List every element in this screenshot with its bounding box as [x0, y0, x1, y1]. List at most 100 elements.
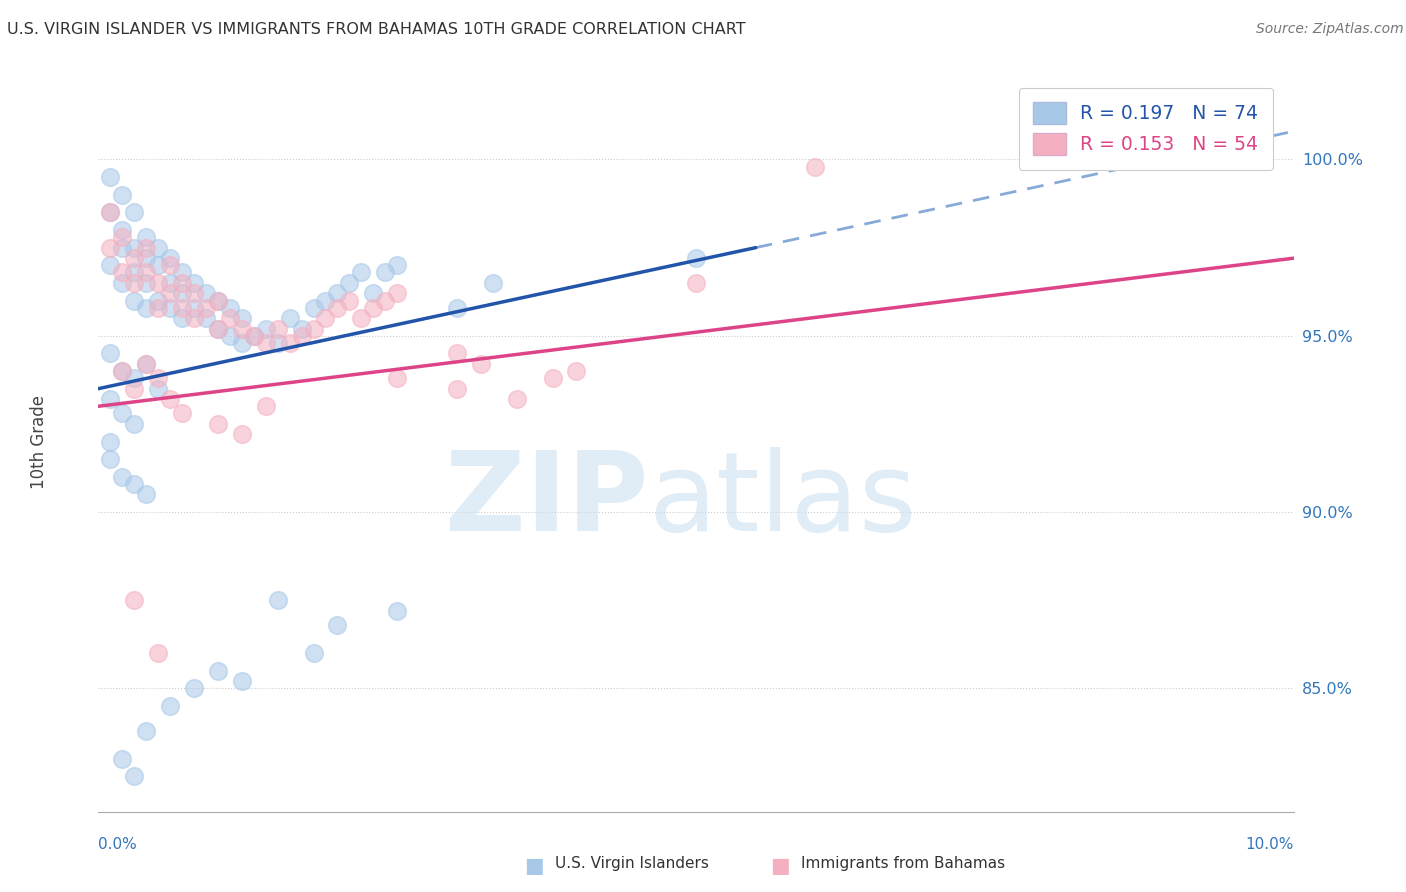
Point [111, 223, 134, 237]
Point [207, 664, 229, 678]
Point [148, 258, 170, 272]
Point [172, 311, 194, 326]
Legend: R = 0.197   N = 74, R = 0.153   N = 54: R = 0.197 N = 74, R = 0.153 N = 54 [1019, 87, 1272, 169]
Point [183, 311, 205, 326]
Text: Source: ZipAtlas.com: Source: ZipAtlas.com [1256, 22, 1403, 37]
Point [124, 265, 146, 279]
Point [446, 301, 468, 315]
Point [267, 335, 290, 350]
Point [159, 392, 181, 407]
Point [350, 265, 373, 279]
Point [254, 322, 277, 336]
Point [159, 286, 181, 301]
Point [100, 205, 122, 219]
Point [195, 286, 218, 301]
Point [326, 301, 349, 315]
Point [385, 604, 409, 618]
Point [135, 487, 157, 501]
Text: Immigrants from Bahamas: Immigrants from Bahamas [801, 856, 1005, 871]
Point [100, 258, 122, 272]
Point [135, 357, 157, 371]
Point [326, 286, 349, 301]
Point [124, 371, 146, 385]
Text: ■: ■ [524, 856, 544, 876]
Point [183, 681, 205, 696]
Point [148, 241, 170, 255]
Point [111, 241, 134, 255]
Point [195, 301, 218, 315]
Point [100, 392, 122, 407]
Point [135, 723, 157, 738]
Point [124, 417, 146, 431]
Point [302, 322, 325, 336]
Point [278, 311, 301, 326]
Point [100, 205, 122, 219]
Point [207, 322, 229, 336]
Point [148, 276, 170, 290]
Point [231, 322, 253, 336]
Point [135, 241, 157, 255]
Point [124, 241, 146, 255]
Point [219, 328, 242, 343]
Point [243, 328, 266, 343]
Point [100, 170, 122, 185]
Point [267, 322, 290, 336]
Point [350, 311, 373, 326]
Point [541, 371, 564, 385]
Text: 10th Grade: 10th Grade [30, 394, 48, 489]
Point [291, 328, 314, 343]
Point [111, 364, 134, 378]
Point [159, 301, 181, 315]
Point [363, 286, 385, 301]
Point [685, 276, 707, 290]
Point [172, 286, 194, 301]
Point [363, 301, 385, 315]
Point [804, 160, 827, 174]
Point [124, 382, 146, 396]
Point [124, 205, 146, 219]
Point [243, 328, 266, 343]
Point [326, 618, 349, 632]
Point [481, 276, 505, 290]
Point [339, 276, 360, 290]
Point [148, 371, 170, 385]
Point [254, 399, 277, 413]
Point [135, 265, 157, 279]
Point [374, 265, 396, 279]
Point [278, 335, 301, 350]
Point [135, 251, 157, 265]
Point [470, 357, 492, 371]
Point [315, 293, 337, 308]
Point [148, 646, 170, 660]
Point [565, 364, 588, 378]
Point [315, 311, 337, 326]
Point [231, 311, 253, 326]
Point [219, 301, 242, 315]
Point [135, 276, 157, 290]
Point [374, 293, 396, 308]
Point [148, 301, 170, 315]
Point [172, 276, 194, 290]
Point [183, 286, 205, 301]
Point [111, 276, 134, 290]
Point [172, 406, 194, 420]
Point [124, 769, 146, 783]
Point [172, 301, 194, 315]
Point [446, 346, 468, 360]
Point [207, 417, 229, 431]
Point [124, 276, 146, 290]
Text: U.S. Virgin Islanders: U.S. Virgin Islanders [555, 856, 709, 871]
Point [385, 258, 409, 272]
Text: 10.0%: 10.0% [1246, 837, 1294, 852]
Point [685, 251, 707, 265]
Point [135, 301, 157, 315]
Point [124, 476, 146, 491]
Point [385, 286, 409, 301]
Point [506, 392, 529, 407]
Point [124, 293, 146, 308]
Point [254, 335, 277, 350]
Point [148, 382, 170, 396]
Point [302, 646, 325, 660]
Point [231, 674, 253, 689]
Text: ■: ■ [770, 856, 790, 876]
